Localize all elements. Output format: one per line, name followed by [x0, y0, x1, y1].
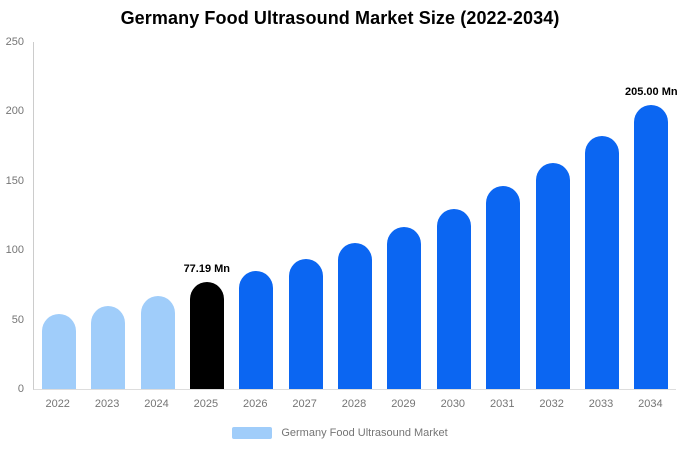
plot-area: 77.19 Mn 205.00 Mn [33, 42, 678, 390]
bar-2022[interactable] [41, 314, 76, 389]
x-axis-label: 2034 [638, 398, 663, 410]
x-axis-label: 2027 [292, 398, 317, 410]
x-axis-label: 2023 [94, 398, 120, 410]
x-axis-label: 2024 [144, 398, 169, 410]
y-axis-tick-label: 200 [5, 105, 24, 118]
bar-2024[interactable] [140, 296, 175, 389]
y-axis-tick-label: 150 [5, 174, 24, 187]
chart-title: Germany Food Ultrasound Market Size (202… [120, 8, 560, 28]
bar-2031[interactable] [486, 186, 521, 389]
bar-value-label: 205.00 Mn [625, 85, 678, 98]
x-axis-label: 2026 [243, 398, 268, 410]
x-axis-label: 2031 [489, 398, 515, 410]
x-axis-label: 2032 [539, 398, 564, 410]
x-axis-label: 2029 [391, 398, 416, 410]
y-axis-tick-label: 250 [5, 36, 24, 48]
y-axis-tick-label: 0 [17, 383, 24, 395]
bar-2030[interactable] [436, 208, 471, 389]
y-axis-tick-label: 50 [11, 313, 24, 326]
legend-label: Germany Food Ultrasound Market [281, 427, 448, 439]
bar-2023[interactable] [91, 305, 126, 389]
x-axis-label: 2022 [45, 398, 70, 410]
legend-swatch [232, 427, 273, 439]
x-axis-label: 2030 [440, 398, 466, 410]
bar-value-label: 77.19 Mn [183, 262, 231, 275]
x-axis: 2022 2023 2024 2025 2026 2027 2028 2029 2030 2031… [33, 398, 675, 410]
bar-2025[interactable] [189, 281, 224, 389]
bar-2034[interactable] [634, 104, 669, 389]
y-axis: 0 50 100 150 200 250 [0, 36, 27, 395]
x-axis-label: 2025 [193, 398, 219, 410]
x-axis-label: 2028 [341, 398, 367, 410]
bar-2027[interactable] [288, 258, 323, 389]
bar-2033[interactable] [584, 136, 619, 389]
bar-2028[interactable] [338, 243, 372, 389]
x-axis-label: 2033 [588, 398, 614, 410]
legend-item[interactable]: Germany Food Ultrasound Market [0, 427, 680, 439]
bar-2026[interactable] [239, 271, 274, 389]
y-axis-tick-label: 100 [5, 244, 24, 257]
bar-2029[interactable] [387, 226, 422, 389]
bar-2032[interactable] [535, 162, 570, 389]
